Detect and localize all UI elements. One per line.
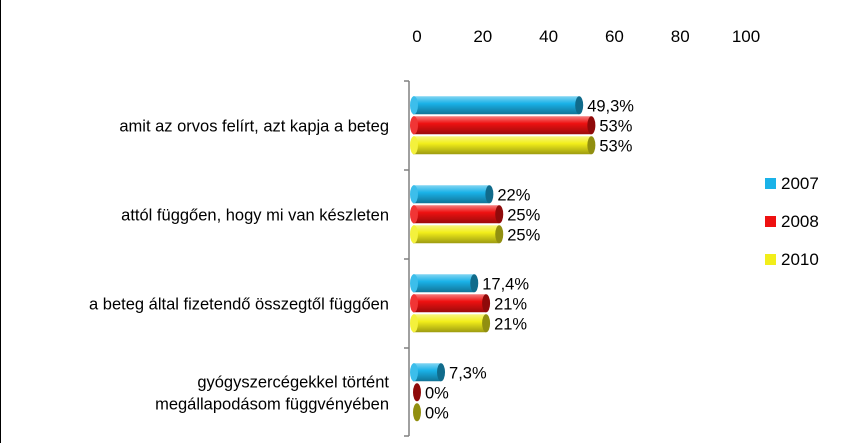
data-label: 17,4%: [482, 275, 529, 293]
legend-swatch: [765, 178, 776, 189]
bar-2008-0: [410, 116, 596, 135]
data-label: 21%: [494, 315, 527, 333]
category-label: attól függően, hogy mi van készleten: [121, 206, 389, 224]
labels-layer: amit az orvos felírt, azt kapja a beteg a…: [89, 97, 634, 422]
data-label: 22%: [497, 186, 530, 204]
data-label: 0%: [425, 404, 449, 422]
data-label: 49,3%: [587, 97, 634, 115]
data-label: 0%: [425, 384, 449, 402]
x-tick-label: 100: [732, 27, 760, 46]
bar-2007-0: [410, 96, 584, 115]
x-tick-label: 40: [539, 27, 558, 46]
x-tick-label: 60: [605, 27, 624, 46]
bars-layer: [410, 96, 596, 422]
data-label: 53%: [599, 117, 632, 135]
legend-swatch: [765, 216, 776, 227]
data-label: 25%: [507, 226, 540, 244]
x-tick-label: 80: [671, 27, 690, 46]
bar-2007-2: [410, 274, 479, 293]
bar-2010-2: [410, 314, 491, 333]
category-label: amit az orvos felírt, azt kapja a beteg: [119, 117, 389, 135]
x-tick-label: 20: [473, 27, 492, 46]
category-label: a beteg által fizetendő összegtől függőe…: [89, 295, 389, 313]
bar-2010-0: [410, 136, 596, 155]
data-label: 53%: [599, 137, 632, 155]
bar-2010-3: [413, 403, 421, 422]
bar-2007-3: [410, 363, 446, 382]
bar-2007-1: [410, 185, 494, 204]
data-label: 21%: [494, 295, 527, 313]
frame-left-edge: [0, 0, 1, 443]
bar-2008-1: [410, 205, 504, 224]
legend-swatch: [765, 254, 776, 265]
legend-label: 2008: [781, 212, 819, 231]
bar-2008-2: [410, 294, 491, 313]
legend-label: 2010: [781, 250, 819, 269]
category-label: gyógyszercégekkel történt: [197, 373, 389, 391]
x-tick-label: 0: [412, 27, 421, 46]
axis-layer: 0 20 40 60 80 100: [404, 27, 760, 437]
legend: 2007 2008 2010: [765, 174, 819, 269]
data-label: 25%: [507, 206, 540, 224]
bar-2008-3: [413, 383, 421, 402]
data-label: 7,3%: [449, 364, 487, 382]
bar-2010-1: [410, 225, 504, 244]
legend-label: 2007: [781, 174, 819, 193]
category-label: megállapodásom függvényében: [155, 395, 389, 413]
